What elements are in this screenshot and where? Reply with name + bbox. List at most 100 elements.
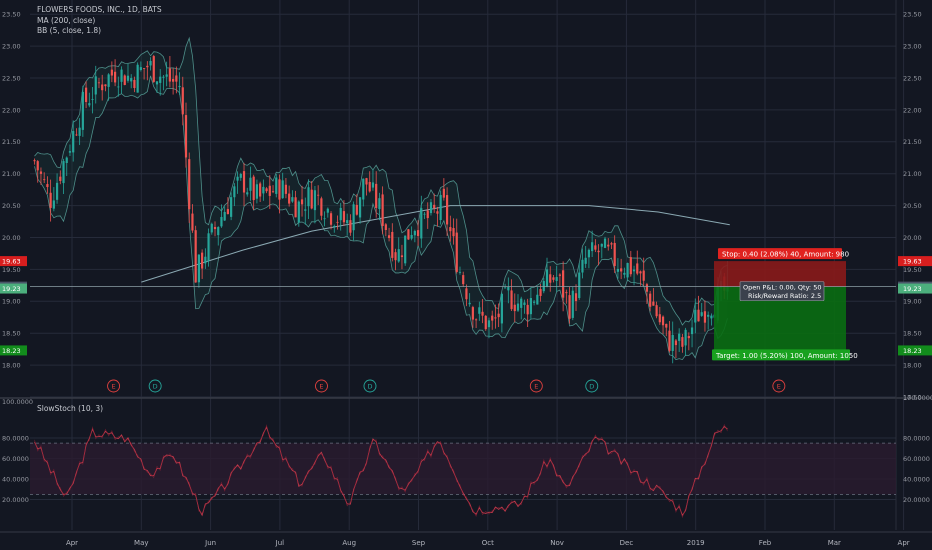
candle-body — [120, 69, 123, 82]
time-tick-label: Jun — [204, 539, 216, 547]
candle-body — [181, 87, 184, 115]
candle-body — [252, 176, 255, 201]
stoch-indicator-label[interactable]: SlowStoch (10, 3) — [37, 404, 104, 413]
candle-body — [352, 204, 355, 231]
candle-body — [162, 76, 165, 78]
candle-body — [400, 255, 404, 258]
candle-body — [645, 284, 649, 292]
candle-body — [394, 252, 397, 261]
candle-body — [600, 243, 603, 247]
candle-body — [639, 271, 642, 274]
candle-body — [226, 209, 230, 215]
candle-body — [300, 199, 304, 205]
price-tick-label-left: 18.50 — [2, 330, 21, 338]
stoch-tick-label-left: 20.0000 — [2, 496, 29, 504]
candle-body — [94, 76, 97, 95]
candle-body — [255, 184, 259, 199]
candle-body — [78, 127, 81, 136]
candle-body — [172, 78, 175, 82]
candle-body — [339, 207, 342, 221]
bb-indicator-label[interactable]: BB (5, close, 1.8) — [37, 26, 102, 35]
candle-body — [597, 250, 600, 253]
candle-body — [329, 213, 333, 225]
candle-body — [568, 295, 571, 319]
time-tick-label: Oct — [482, 539, 494, 547]
price-marker-left — [0, 345, 27, 356]
candle-body — [465, 288, 468, 300]
candle-body — [62, 161, 65, 184]
stop-label-box — [718, 248, 842, 260]
symbol-title[interactable]: FLOWERS FOODS, INC., 1D, BATS — [37, 5, 162, 14]
candle-body — [104, 84, 107, 87]
pnl-label: Open P&L: 0.00, Qty: 50 — [743, 283, 821, 291]
price-marker-left — [0, 283, 27, 294]
time-tick-label: 2019 — [687, 539, 705, 547]
price-tick-label-left: 21.50 — [2, 138, 21, 146]
candle-body — [494, 317, 497, 319]
candle-body — [616, 268, 620, 272]
candle-body — [278, 179, 281, 200]
candle-body — [358, 197, 362, 218]
candle-body — [707, 314, 710, 317]
dividend-event-label: D — [153, 382, 158, 390]
candle-body — [629, 257, 632, 275]
price-tick-label: 19.00 — [903, 298, 922, 306]
candle-body — [197, 254, 200, 283]
pnl-label-box — [739, 281, 825, 301]
ma-indicator-label[interactable]: MA (200, close) — [37, 15, 96, 25]
candle-body — [188, 159, 191, 210]
candle-body — [481, 311, 484, 316]
candle-body — [581, 259, 584, 273]
candle-body — [210, 223, 213, 233]
time-tick-label: Nov — [550, 539, 564, 547]
ma200-line — [141, 205, 730, 283]
candle-body — [687, 335, 690, 339]
candle-body — [658, 314, 661, 323]
candle-body — [642, 270, 645, 281]
candle-body — [101, 84, 104, 91]
candle-body — [236, 176, 239, 181]
candle-body — [88, 103, 91, 106]
candle-body — [275, 177, 278, 194]
price-tick-label: 20.50 — [903, 202, 922, 210]
candle-body — [474, 319, 478, 321]
candle-body — [516, 303, 520, 311]
candle-body — [555, 277, 558, 281]
candle-body — [126, 75, 130, 81]
candle-body — [539, 289, 542, 296]
candle-body — [149, 60, 152, 66]
candle-body — [184, 115, 188, 158]
price-tick-label: 19.50 — [903, 266, 922, 274]
stoch-tick-label: 20.0000 — [903, 496, 930, 504]
price-tick-label: 18.50 — [903, 330, 922, 338]
candle-body — [168, 68, 171, 82]
candle-body — [574, 293, 578, 302]
target-label: Target: 1.00 (5.20%) 100, Amount: 1050 — [715, 352, 858, 360]
candle-body — [513, 304, 516, 312]
stoch-top-label-right: 100.0000 — [903, 394, 932, 402]
time-tick-label: Feb — [759, 539, 772, 547]
candle-body — [384, 224, 387, 231]
candle-body — [449, 227, 452, 232]
candle-body — [59, 176, 62, 181]
candle-body — [268, 185, 271, 196]
candle-body — [346, 220, 349, 224]
candle-body — [68, 151, 72, 153]
candle-body — [433, 204, 436, 209]
earnings-event-marker — [529, 379, 543, 393]
candle-body — [320, 198, 323, 216]
candle-body — [497, 313, 500, 318]
stop-label: Stop: 0.40 (2.08%) 40, Amount: 980 — [722, 251, 849, 259]
candle-body — [55, 182, 59, 200]
price-marker-left-label: 18.23 — [2, 347, 21, 355]
candle-body — [223, 211, 226, 221]
candle-body — [591, 242, 594, 252]
bollinger-upper — [34, 36, 728, 326]
candle-body — [201, 252, 204, 269]
candle-body — [429, 202, 433, 214]
candle-body — [123, 75, 126, 85]
price-tick-label-left: 23.00 — [2, 43, 21, 51]
candle-body — [310, 189, 313, 209]
candle-body — [362, 178, 365, 200]
